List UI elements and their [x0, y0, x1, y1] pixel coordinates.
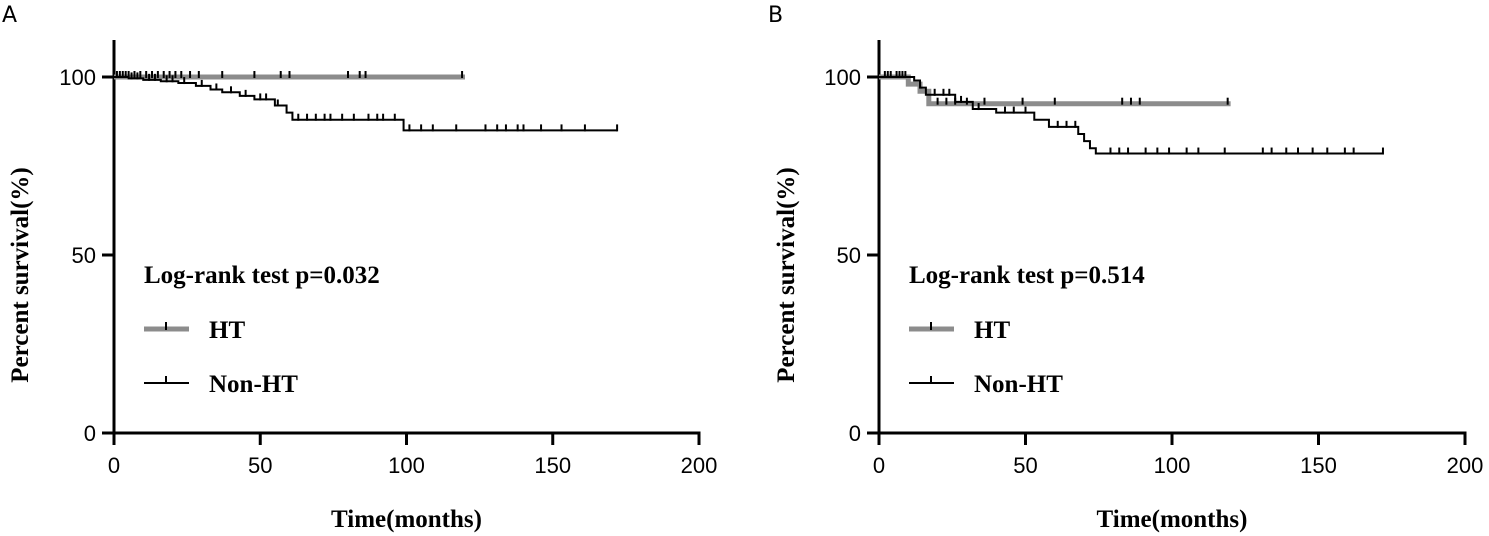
legend-label: Non-HT [974, 371, 1063, 398]
x-tick-label: 200 [681, 453, 718, 478]
x-axis-title: Time(months) [1097, 506, 1248, 533]
x-tick-label: 50 [1013, 453, 1037, 478]
series-non-ht [114, 71, 619, 132]
y-tick-label: 50 [837, 243, 861, 268]
x-tick-label: 100 [1154, 453, 1191, 478]
survival-curve-non-ht [114, 76, 618, 132]
legend-label: Non-HT [209, 371, 298, 398]
y-axis-title: Percent survival(%) [7, 167, 34, 382]
x-tick-label: 0 [873, 453, 885, 478]
chart-panel-b: B 0 50 100 150 200 0 50 100 Time(months) Percent s… [768, 3, 1483, 533]
x-tick-label: 0 [108, 453, 120, 478]
y-axis-title: Percent survival(%) [773, 167, 800, 382]
chart-panel-a: A 0 50 100 150 200 0 50 100 Time(months) Percent s… [2, 3, 717, 533]
series-non-ht [879, 71, 1384, 155]
survival-curve-non-ht [879, 76, 1383, 155]
x-tick-label: 150 [534, 453, 571, 478]
legend-item-non-ht: Non-HT [909, 371, 1063, 398]
log-rank-annotation: Log-rank test p=0.032 [144, 262, 380, 289]
panel-letter: A [2, 3, 17, 28]
panel-letter: B [768, 3, 783, 28]
y-tick-label: 0 [849, 421, 861, 446]
legend-item-ht: HT [909, 317, 1010, 344]
x-tick-label: 200 [1447, 453, 1484, 478]
y-tick-label: 50 [72, 243, 96, 268]
series-ht [879, 71, 1231, 107]
x-axis-title: Time(months) [331, 506, 482, 533]
legend-label: HT [209, 317, 245, 344]
y-tick-label: 0 [84, 421, 96, 446]
y-tick-label: 100 [59, 65, 96, 90]
y-tick-label: 100 [824, 65, 861, 90]
log-rank-annotation: Log-rank test p=0.514 [909, 262, 1145, 289]
x-tick-label: 150 [1300, 453, 1337, 478]
legend-item-non-ht: Non-HT [144, 371, 298, 398]
legend-label: HT [974, 317, 1010, 344]
legend-item-ht: HT [144, 317, 245, 344]
x-tick-label: 100 [388, 453, 425, 478]
x-tick-label: 50 [248, 453, 272, 478]
